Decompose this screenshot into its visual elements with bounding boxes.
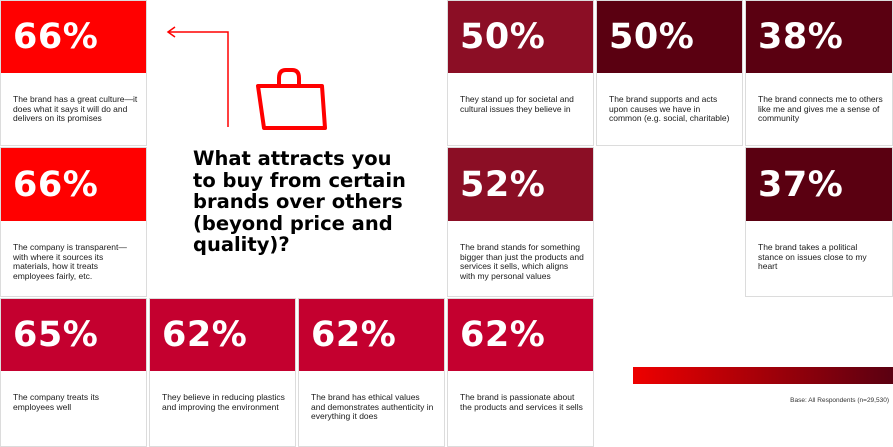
stat-tile: 50% They stand up for societal and cultur… [447, 0, 594, 146]
shopping-bag-icon [256, 68, 327, 130]
stat-value: 38% [746, 1, 892, 73]
stat-label: They stand up for societal and cultural … [460, 94, 574, 114]
stat-label: They believe in reducing plastics and im… [162, 392, 285, 412]
infographic-title: What attracts you to buy from certain br… [193, 147, 406, 256]
stat-label: The brand has a great culture—it does wh… [13, 94, 138, 123]
stat-value: 65% [1, 299, 146, 371]
stat-label: The company treats its employees well [13, 392, 99, 412]
stat-label: The brand supports and acts upon causes … [609, 94, 730, 123]
stat-tile: 37% The brand takes a political stance on… [745, 147, 893, 297]
stat-tile: 66% The brand has a great culture—it does… [0, 0, 147, 146]
arrow-left-icon [166, 26, 229, 127]
gradient-bar [633, 367, 893, 384]
stat-label: The brand has ethical values and demonst… [311, 392, 434, 421]
stat-tile: 62% The brand is passionate about the pro… [447, 298, 594, 447]
stat-tile: 65% The company treats its employees well [0, 298, 147, 447]
stat-label: The brand connects me to others like me … [758, 94, 883, 123]
stat-value: 62% [299, 299, 444, 371]
stat-label: The brand stands for something bigger th… [460, 242, 584, 281]
stat-tile: 62% They believe in reducing plastics and… [149, 298, 296, 447]
stat-value: 50% [448, 1, 593, 73]
stat-tile: 52% The brand stands for something bigger… [447, 147, 594, 297]
stat-value: 62% [448, 299, 593, 371]
stat-value: 66% [1, 148, 146, 221]
stat-label: The brand is passionate about the produc… [460, 392, 583, 412]
stat-tile: 66% The company is transparent—with where… [0, 147, 147, 297]
stat-label: The brand takes a political stance on is… [758, 242, 867, 271]
stat-label: The company is transparent—with where it… [13, 242, 127, 281]
stat-tile: 62% The brand has ethical values and demo… [298, 298, 445, 447]
stat-value: 62% [150, 299, 295, 371]
stat-tile: 38% The brand connects me to others like … [745, 0, 893, 146]
stat-value: 66% [1, 1, 146, 73]
stat-tile: 50% The brand supports and acts upon caus… [596, 0, 743, 146]
stat-value: 37% [746, 148, 892, 221]
stat-value: 50% [597, 1, 742, 73]
base-note: Base: All Respondents (n=29,530) [790, 397, 889, 404]
stat-value: 52% [448, 148, 593, 221]
